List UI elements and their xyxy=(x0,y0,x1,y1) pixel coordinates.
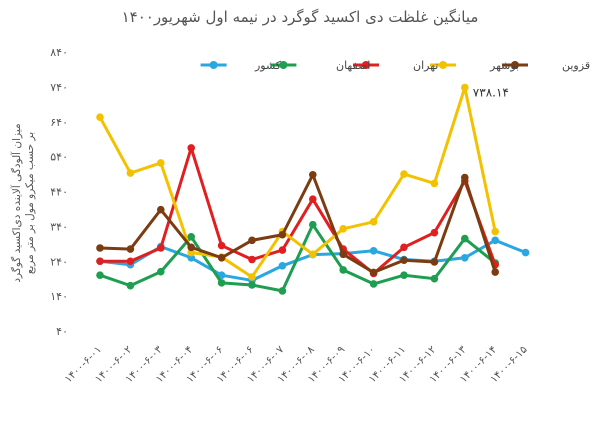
data-point xyxy=(491,268,500,276)
data-point xyxy=(157,205,165,214)
data-point xyxy=(461,83,469,92)
data-point xyxy=(126,169,135,177)
data-point xyxy=(187,253,195,262)
legend-marker xyxy=(279,61,288,69)
data-point xyxy=(461,173,469,182)
y-tick-label: ۲۴۰ xyxy=(50,255,68,268)
data-point xyxy=(217,279,226,287)
series-5 xyxy=(96,170,500,277)
legend-item: کشور xyxy=(200,59,282,72)
data-point xyxy=(217,253,226,262)
series-line xyxy=(98,146,497,275)
data-point xyxy=(248,236,256,245)
chart-title: میانگین غلظت دی اکسید گوگرد در نیمه اول … xyxy=(121,8,479,26)
legend-label: اصفهان xyxy=(336,59,370,72)
peak-value-label: ۷۳۸.۱۴ xyxy=(473,86,509,100)
legend: قزوین بوشهر تهران اصفهان کشور xyxy=(200,59,590,72)
data-point xyxy=(278,230,287,239)
data-point xyxy=(491,236,500,245)
data-point xyxy=(430,179,439,188)
y-tick-label: ۳۴۰ xyxy=(50,220,68,233)
data-point xyxy=(400,243,408,252)
data-point xyxy=(157,244,165,252)
data-point xyxy=(248,273,256,281)
data-point xyxy=(369,268,378,277)
data-point xyxy=(521,248,530,257)
legend-label: کشور xyxy=(254,59,282,72)
series-line xyxy=(98,173,497,274)
data-point xyxy=(126,245,135,253)
data-point xyxy=(309,170,317,179)
data-point xyxy=(126,281,135,290)
legend-item: بوشهر xyxy=(430,59,519,72)
data-point xyxy=(248,255,256,264)
data-point xyxy=(278,261,287,270)
data-point xyxy=(157,159,165,167)
data-point xyxy=(309,250,317,259)
data-point xyxy=(400,271,408,280)
y-tick-label: ۸۴۰ xyxy=(50,46,68,59)
data-point xyxy=(369,218,378,226)
x-axis: ۱۴۰۰-۶-۰۱۱۴۰۰-۶-۰۲۱۴۰۰-۶-۰۳۱۴۰۰-۶-۰۴۱۴۰۰… xyxy=(62,343,530,385)
data-point xyxy=(400,170,408,178)
data-point xyxy=(430,274,439,283)
legend-label: قزوین xyxy=(562,59,590,72)
data-point xyxy=(187,144,195,152)
data-point xyxy=(96,257,104,266)
data-point xyxy=(491,227,500,236)
data-point xyxy=(309,220,317,229)
data-point xyxy=(430,228,439,237)
data-point xyxy=(430,258,439,266)
legend-marker xyxy=(511,61,519,69)
data-point xyxy=(339,266,348,274)
data-point xyxy=(400,256,408,265)
legend-marker xyxy=(209,61,218,69)
data-point xyxy=(461,253,469,262)
y-tick-label: ۵۴۰ xyxy=(50,151,68,164)
data-point xyxy=(369,246,378,255)
data-point xyxy=(278,287,287,295)
y-tick-label: ۱۴۰ xyxy=(50,290,68,303)
data-point xyxy=(187,243,195,252)
data-point xyxy=(96,271,104,280)
y-tick-label: ۶۴۰ xyxy=(50,116,68,129)
legend-label: تهران xyxy=(413,59,438,72)
legend-label: بوشهر xyxy=(489,59,519,72)
data-point xyxy=(339,250,348,259)
data-point xyxy=(96,113,104,122)
data-point xyxy=(126,257,135,266)
data-point xyxy=(461,234,469,243)
series-2 xyxy=(96,220,500,295)
series-line xyxy=(98,223,497,293)
data-point xyxy=(339,225,348,233)
series-lines xyxy=(96,83,530,295)
data-point xyxy=(217,241,226,250)
data-point xyxy=(187,233,195,241)
data-point xyxy=(187,248,195,257)
legend-item: تهران xyxy=(353,59,438,72)
y-tick-label: ۷۴۰ xyxy=(50,81,68,94)
y-tick-label: ۴۴۰ xyxy=(50,186,68,199)
legend-marker xyxy=(362,61,370,69)
legend-item: اصفهان xyxy=(270,59,370,72)
data-point xyxy=(217,271,226,280)
data-point xyxy=(157,267,165,276)
data-point xyxy=(369,280,378,288)
series-line xyxy=(98,86,497,279)
data-point xyxy=(96,244,104,252)
y-axis: ۴۰ ۱۴۰ ۲۴۰ ۳۴۰ ۴۴۰ ۵۴۰ ۶۴۰ ۷۴۰ ۸۴۰ xyxy=(50,46,68,338)
y-tick-label: ۴۰ xyxy=(56,325,68,338)
data-point xyxy=(309,195,317,203)
annotations: ۷۳۸.۱۴ xyxy=(473,86,509,100)
data-point xyxy=(248,281,256,289)
legend-marker xyxy=(439,61,447,69)
data-point xyxy=(278,246,287,254)
legend-item: قزوین xyxy=(502,59,590,72)
